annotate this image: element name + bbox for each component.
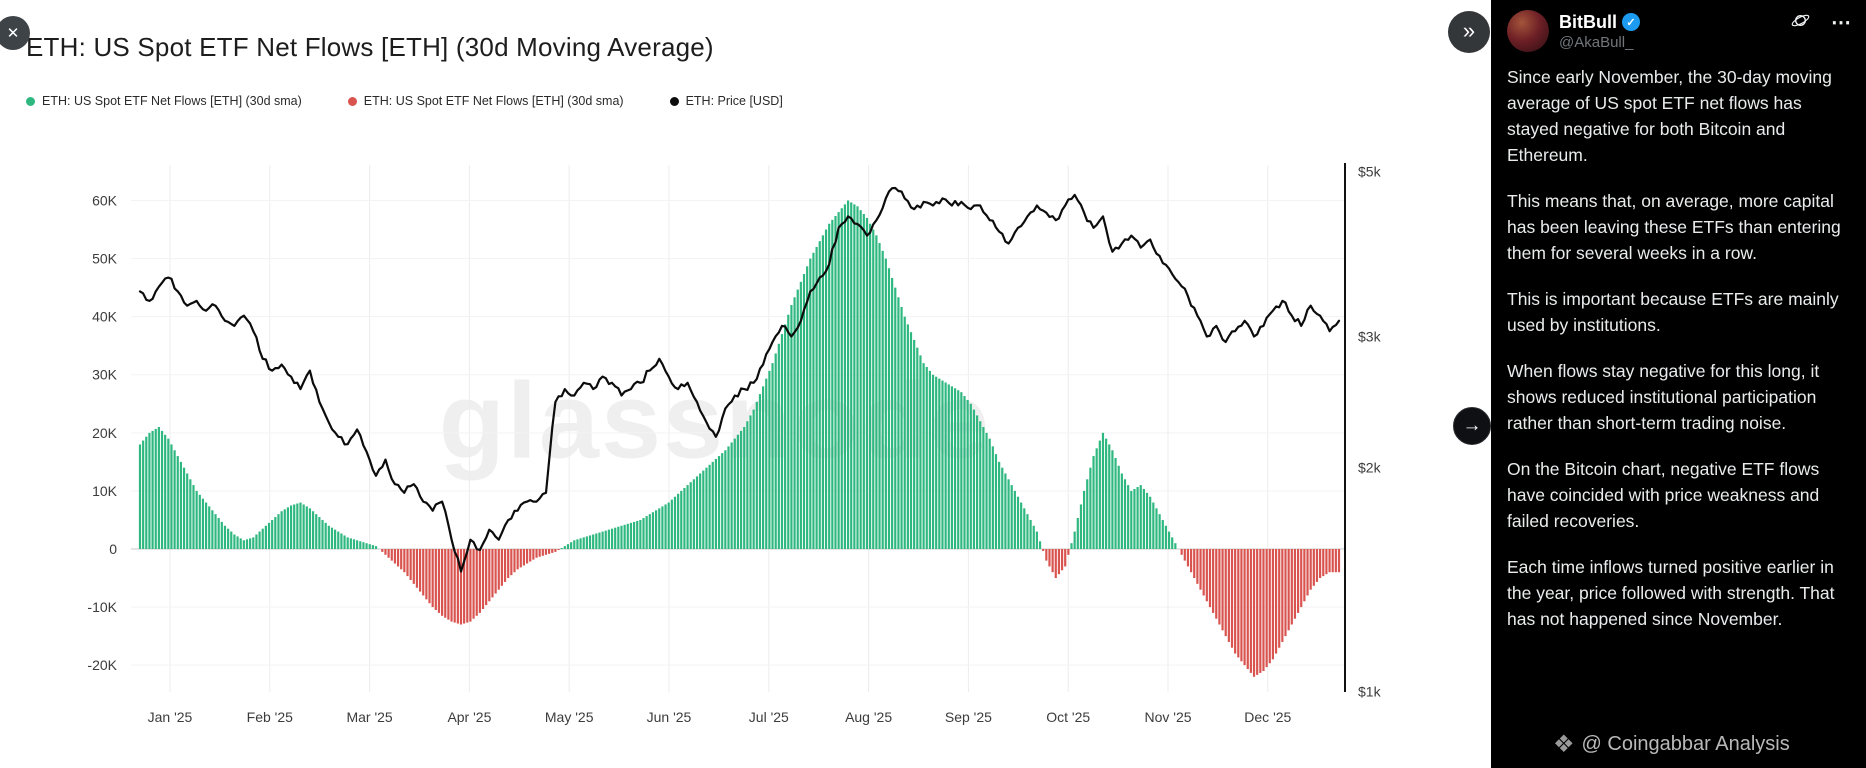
legend-label: ETH: Price [USD]	[685, 94, 783, 108]
coingabbar-logo-icon: ❖	[1553, 730, 1575, 758]
svg-text:Oct '25: Oct '25	[1046, 709, 1090, 725]
post-paragraph: Each time inflows turned positive earlie…	[1507, 557, 1835, 629]
svg-text:$1k: $1k	[1358, 684, 1382, 700]
post-paragraph: This means that, on average, more capita…	[1507, 191, 1841, 263]
post-paragraph: Since early November, the 30-day moving …	[1507, 67, 1832, 165]
svg-text:30K: 30K	[92, 367, 118, 383]
legend-label: ETH: US Spot ETF Net Flows [ETH] (30d sm…	[363, 94, 624, 108]
svg-text:20K: 20K	[92, 425, 118, 441]
svg-text:Jul '25: Jul '25	[749, 709, 789, 725]
collapse-panel-button[interactable]: »	[1448, 11, 1490, 53]
svg-text:Nov '25: Nov '25	[1144, 709, 1191, 725]
svg-text:Jan '25: Jan '25	[148, 709, 193, 725]
svg-text:60K: 60K	[92, 192, 118, 208]
svg-text:Aug '25: Aug '25	[845, 709, 892, 725]
post-paragraph: On the Bitcoin chart, negative ETF flows…	[1507, 459, 1820, 531]
legend-item-net-flows-negative[interactable]: ETH: US Spot ETF Net Flows [ETH] (30d sm…	[347, 94, 624, 108]
legend-label: ETH: US Spot ETF Net Flows [ETH] (30d sm…	[42, 94, 302, 108]
svg-text:May '25: May '25	[545, 709, 594, 725]
more-options-icon[interactable]: ⋯	[1831, 12, 1852, 34]
post-watermark: ❖ @ Coingabbar Analysis	[1491, 729, 1866, 764]
svg-text:Jun '25: Jun '25	[647, 709, 692, 725]
black-dot-icon	[669, 96, 679, 106]
post-header: BitBull ✓ @AkaBull_ ⋯	[1491, 0, 1866, 56]
etf-flows-price-chart: Jan '25 Feb '25 Mar '25 Apr '25 May '25 Jun '…	[87, 163, 1382, 725]
svg-text:$2k: $2k	[1358, 460, 1382, 476]
svg-text:-20K: -20K	[87, 657, 117, 673]
close-button[interactable]: ✕	[0, 16, 30, 50]
svg-text:-10K: -10K	[87, 599, 117, 615]
watermark-text: @ Coingabbar Analysis	[1581, 733, 1790, 755]
post-panel: BitBull ✓ @AkaBull_ ⋯ Since early Novemb…	[1491, 0, 1866, 768]
svg-text:0: 0	[109, 541, 117, 557]
orbit-icon[interactable]	[1790, 10, 1811, 36]
red-dot-icon	[347, 96, 357, 106]
author-handle[interactable]: @AkaBull_	[1559, 33, 1634, 51]
svg-text:$3k: $3k	[1358, 329, 1382, 345]
svg-text:40K: 40K	[92, 309, 118, 325]
green-dot-icon	[26, 96, 35, 106]
legend-item-price[interactable]: ETH: Price [USD]	[669, 94, 783, 108]
svg-text:$5k: $5k	[1358, 163, 1382, 179]
post-paragraph: This is important because ETFs are mainl…	[1507, 289, 1839, 335]
author-name[interactable]: BitBull	[1559, 11, 1617, 32]
chart-section: glassnode ETH: US Spot ETF Net Flows [ET…	[26, 32, 1382, 725]
avatar[interactable]	[1507, 10, 1549, 52]
chart-title: ETH: US Spot ETF Net Flows [ETH] (30d Mo…	[26, 32, 714, 62]
svg-text:Sep '25: Sep '25	[945, 709, 992, 725]
chart-legend: ETH: US Spot ETF Net Flows [ETH] (30d sm…	[26, 94, 783, 108]
verified-badge-icon: ✓	[1622, 13, 1640, 31]
post-paragraph: When flows stay negative for this long, …	[1507, 361, 1820, 433]
svg-text:Apr '25: Apr '25	[447, 709, 491, 725]
legend-item-net-flows-positive[interactable]: ETH: US Spot ETF Net Flows [ETH] (30d sm…	[26, 94, 302, 108]
svg-text:Feb '25: Feb '25	[247, 709, 293, 725]
svg-text:50K: 50K	[92, 251, 118, 267]
next-button[interactable]: →	[1453, 407, 1491, 445]
post-body: Since early November, the 30-day moving …	[1491, 56, 1866, 632]
svg-text:Mar '25: Mar '25	[346, 709, 392, 725]
svg-text:Dec '25: Dec '25	[1244, 709, 1291, 725]
svg-text:10K: 10K	[92, 483, 118, 499]
